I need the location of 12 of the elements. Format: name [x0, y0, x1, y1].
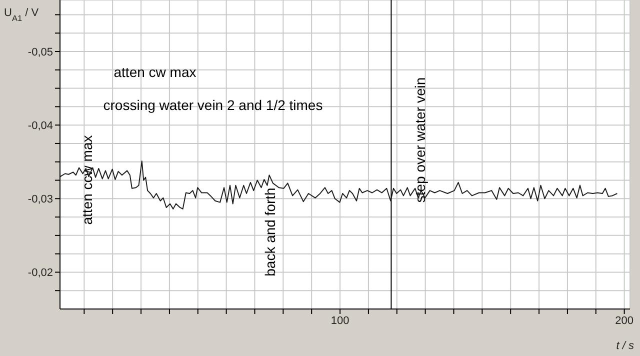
annotation: atten cw max: [114, 64, 196, 80]
y-tick-label: -0,04: [28, 120, 53, 132]
annotation: crossing water vein 2 and 1/2 times: [103, 97, 323, 113]
y-tick-label: -0,02: [28, 267, 53, 280]
annotation: step over water vein: [412, 77, 428, 203]
y-tick-label: -0,05: [28, 46, 53, 58]
annotation: back and forth: [262, 188, 278, 276]
x-tick-label: 100: [330, 314, 350, 327]
x-tick-label: 200: [615, 314, 634, 327]
y-axis-title: U$_{A1}$ / V: [4, 7, 40, 22]
x-axis-title: t / s: [616, 340, 634, 352]
y-tick-label: -0,03: [28, 194, 53, 206]
